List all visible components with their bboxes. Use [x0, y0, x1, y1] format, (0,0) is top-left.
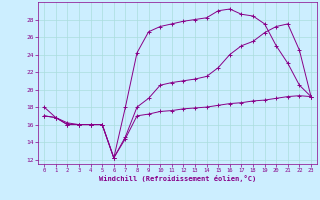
X-axis label: Windchill (Refroidissement éolien,°C): Windchill (Refroidissement éolien,°C)	[99, 175, 256, 182]
